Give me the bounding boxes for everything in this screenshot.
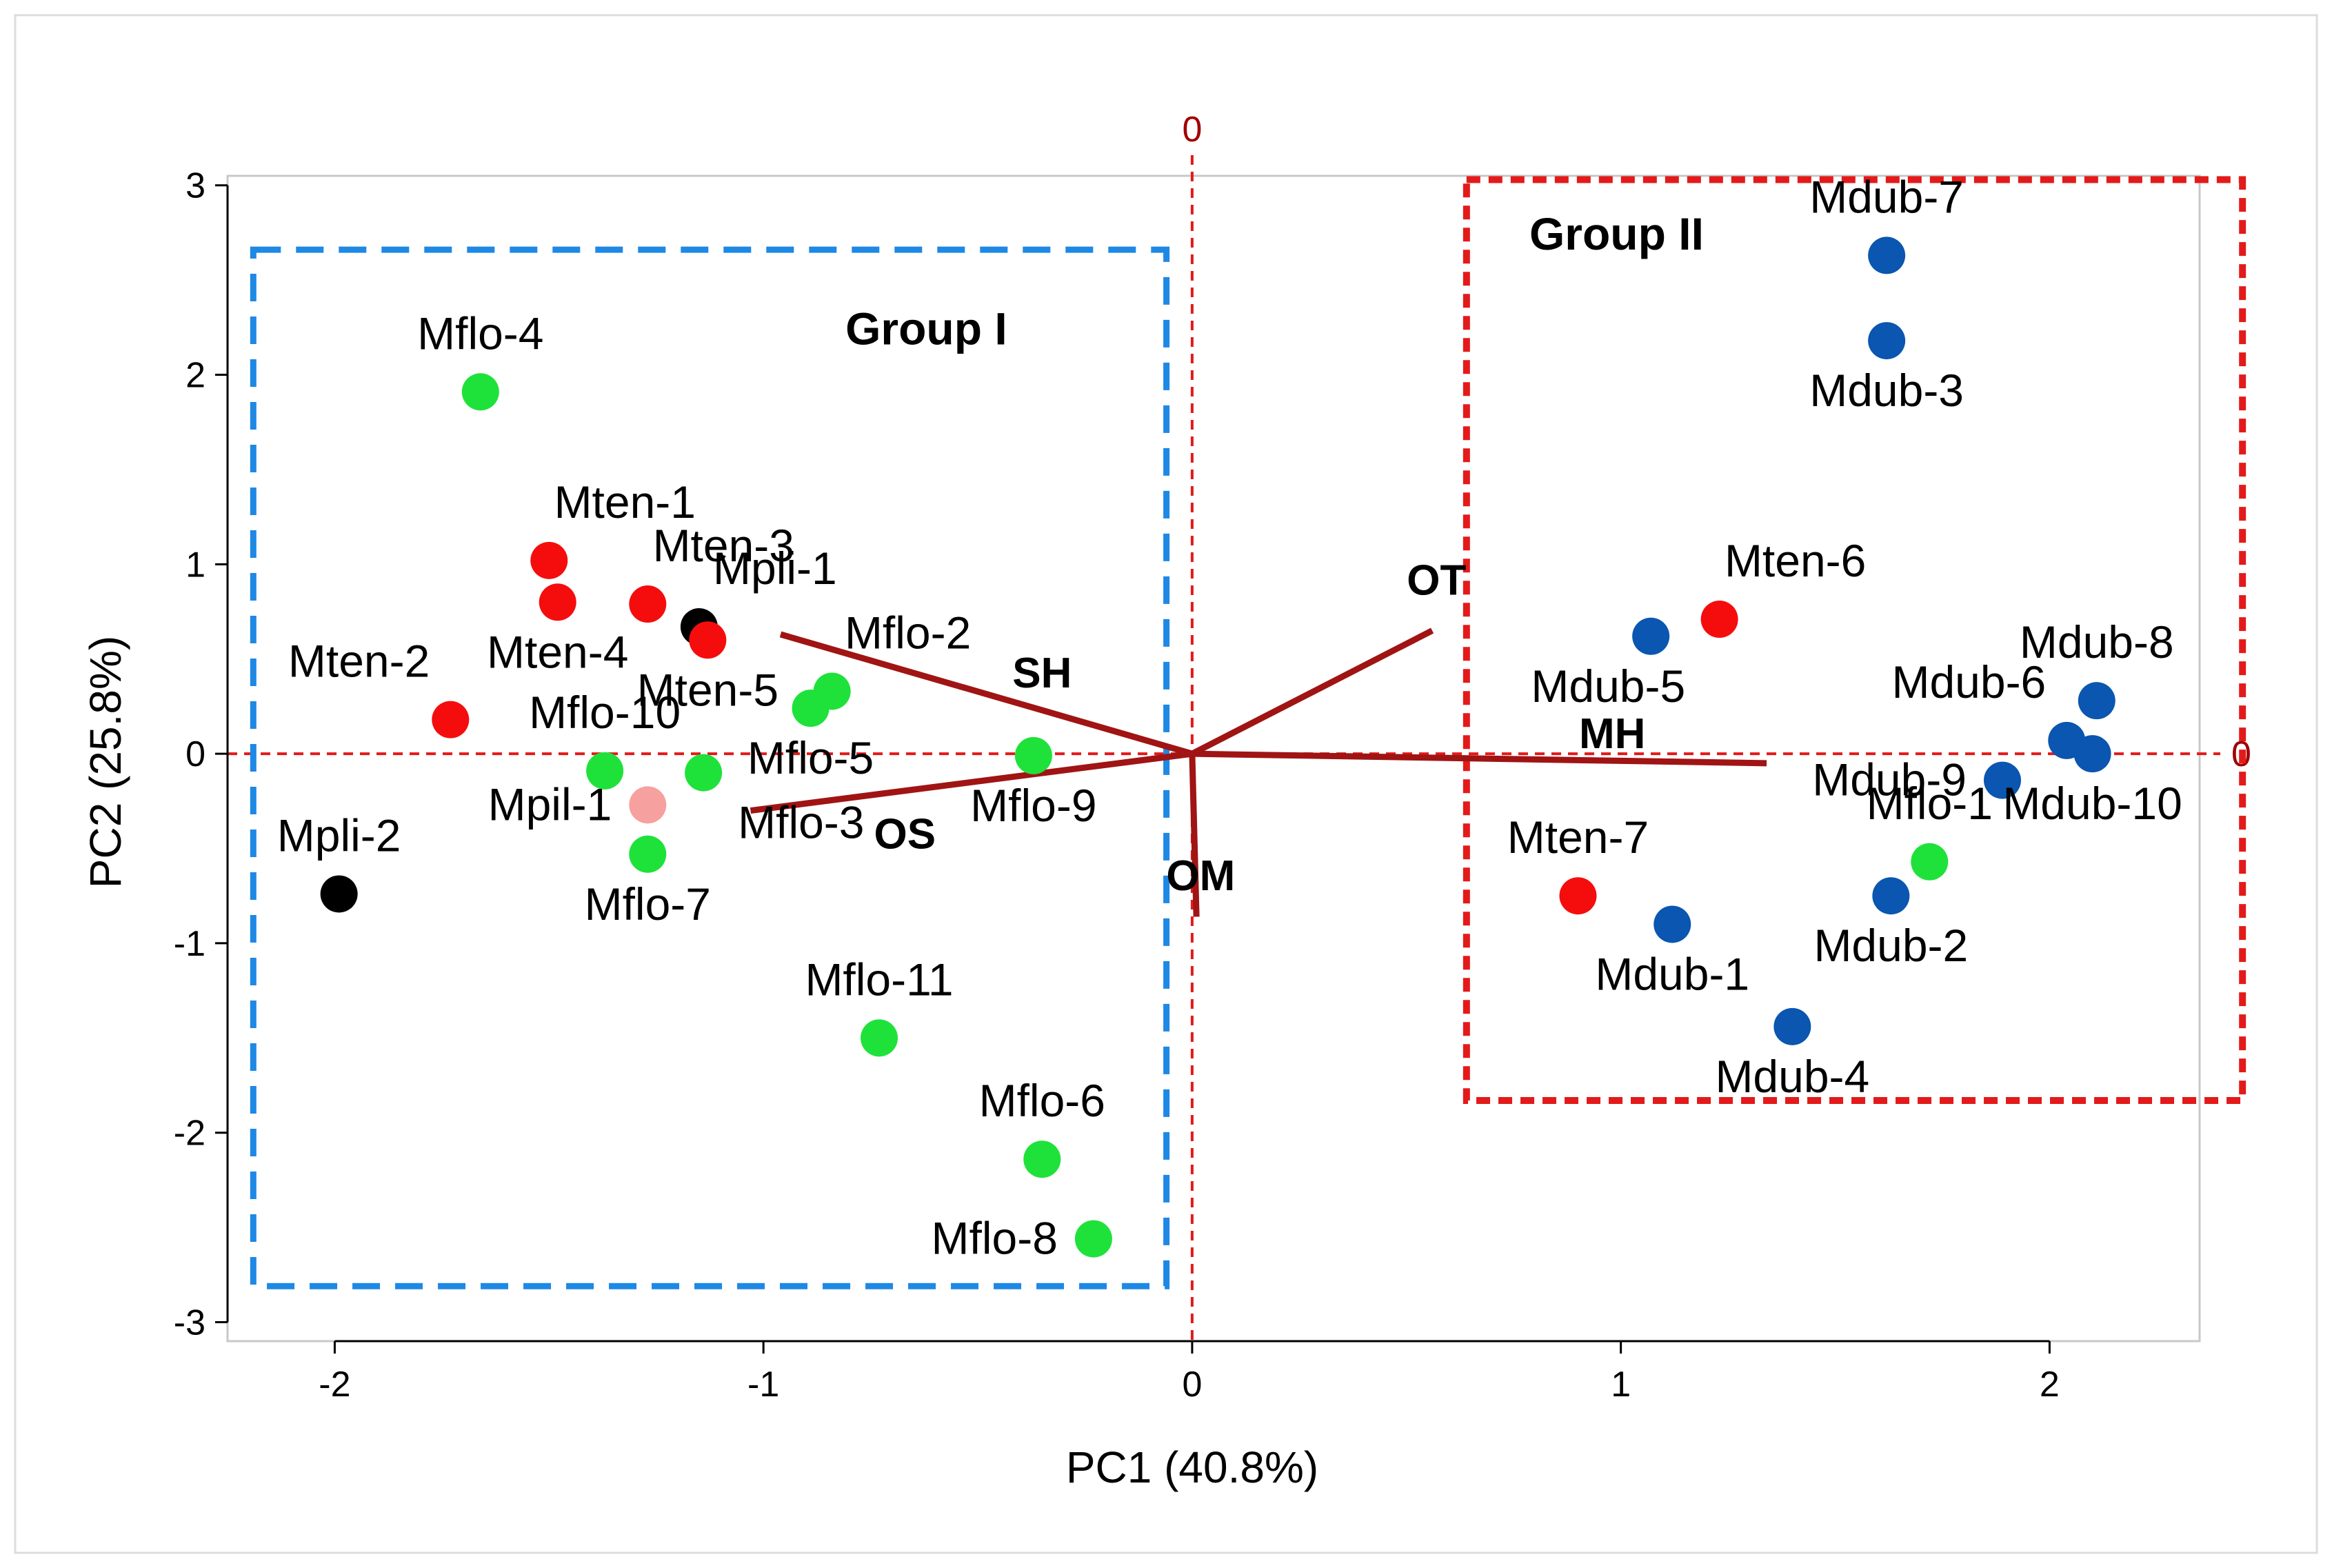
point-label-mten-6: Mten-6 xyxy=(1725,535,1866,586)
point-mten-3 xyxy=(629,585,667,623)
point-mten-2 xyxy=(432,701,470,738)
point-label-mflo-5: Mflo-5 xyxy=(747,732,874,783)
point-label-mflo-2: Mflo-2 xyxy=(845,607,971,658)
point-mflo-10 xyxy=(586,752,624,790)
point-mflo-9 xyxy=(1014,736,1052,774)
point-mten-5 xyxy=(689,621,727,659)
group-boxes: Group I Group II xyxy=(250,176,2246,1289)
point-mpli-2 xyxy=(320,875,358,913)
point-label-mten-4: Mten-4 xyxy=(487,626,628,677)
point-label-mdub-7: Mdub-7 xyxy=(1809,171,1964,222)
point-mten-6 xyxy=(1700,601,1738,639)
y-tick-label: 2 xyxy=(185,356,205,396)
point-mten-1 xyxy=(530,541,568,579)
vector-om xyxy=(1189,754,1200,917)
point-label-mflo-7: Mflo-7 xyxy=(585,878,711,929)
point-label-mten-2: Mten-2 xyxy=(288,636,430,687)
point-label-mdub-8: Mdub-8 xyxy=(2020,616,2174,667)
y-tick-label: -2 xyxy=(174,1114,205,1154)
group-label-1: Group I xyxy=(845,303,1007,354)
point-label-mdub-3: Mdub-3 xyxy=(1809,365,1964,416)
x-tick-label: -2 xyxy=(319,1365,350,1405)
point-mdub-9 xyxy=(1984,761,2021,799)
point-label-mflo-3: Mflo-3 xyxy=(738,797,864,848)
vector-os xyxy=(750,750,1193,814)
point-mten-4 xyxy=(539,583,576,621)
point-label-mten-3: Mten-3 xyxy=(653,520,794,571)
point-mdub-8 xyxy=(2078,682,2115,720)
x-axis-title: PC1 (40.8%) xyxy=(1066,1443,1318,1492)
point-mdub-1 xyxy=(1653,905,1691,943)
vector-label-sh: SH xyxy=(1012,650,1072,697)
x-tick-label: 2 xyxy=(2040,1365,2060,1405)
x-tick-label: 0 xyxy=(1182,1365,1202,1405)
y-tick-label: 3 xyxy=(185,166,205,206)
figure-frame xyxy=(14,14,2318,1554)
point-label-mdub-10: Mdub-10 xyxy=(2002,778,2182,829)
y-axis-title: PC2 (25.8%) xyxy=(81,636,130,888)
point-mdub-10 xyxy=(2073,735,2111,773)
loading-vectors: SH OS OT MH OM xyxy=(750,556,1767,917)
point-label-mflo-4: Mflo-4 xyxy=(417,308,543,359)
point-mflo-3 xyxy=(685,754,723,792)
point-mdub-2 xyxy=(1872,877,1910,915)
vector-label-os: OS xyxy=(874,811,936,858)
point-label-mdub-6: Mdub-6 xyxy=(1891,656,2046,707)
vector-label-ot: OT xyxy=(1407,556,1466,604)
point-label-mten-7: Mten-7 xyxy=(1507,812,1649,863)
vector-label-mh: MH xyxy=(1579,710,1645,758)
point-label-mflo-11: Mflo-11 xyxy=(805,954,953,1005)
vector-sh xyxy=(779,631,1194,757)
x-tick-label: -1 xyxy=(747,1365,779,1405)
point-mflo-6 xyxy=(1023,1140,1061,1178)
point-label-mpil-1: Mpil-1 xyxy=(488,778,612,830)
point-label-mdub-9: Mdub-9 xyxy=(1812,754,1967,805)
point-label-mdub-4: Mdub-4 xyxy=(1715,1051,1869,1102)
vector-ot xyxy=(1190,627,1434,757)
point-mflo-7 xyxy=(629,835,667,873)
y-tick-label: -3 xyxy=(174,1303,205,1343)
point-mflo-4 xyxy=(461,373,499,411)
point-label-mflo-9: Mflo-9 xyxy=(970,780,1096,831)
point-label-mten-5: Mten-5 xyxy=(637,664,778,715)
data-points xyxy=(320,237,2115,1258)
point-label-mdub-2: Mdub-2 xyxy=(1813,920,1968,971)
point-mdub-4 xyxy=(1773,1007,1811,1045)
point-label-mflo-8: Mflo-8 xyxy=(932,1213,1058,1264)
point-mflo-8 xyxy=(1074,1220,1112,1258)
group-box-1 xyxy=(250,246,1170,1289)
point-mdub-3 xyxy=(1868,322,1906,360)
point-label-mpli-2: Mpli-2 xyxy=(277,810,401,861)
point-label-mten-1: Mten-1 xyxy=(554,476,696,527)
group-label-2: Group II xyxy=(1529,208,1704,259)
point-label-mpli-1: Mpli-1 xyxy=(713,543,837,594)
y-tick-label: -1 xyxy=(174,924,205,964)
y-tick-label: 0 xyxy=(185,734,205,774)
vector-mh xyxy=(1192,750,1767,767)
y-tick-label: 1 xyxy=(185,545,205,585)
point-mten-7 xyxy=(1559,877,1597,915)
point-label-mflo-6: Mflo-6 xyxy=(979,1075,1105,1126)
point-mdub-7 xyxy=(1868,237,1906,274)
point-mflo-5 xyxy=(792,690,830,727)
point-label-mflo-10: Mflo-10 xyxy=(529,687,681,738)
vector-label-om: OM xyxy=(1166,852,1235,900)
axes: -2 -1 0 1 2 -3 -2 -1 0 1 2 3 xyxy=(174,166,2060,1405)
point-mflo-1 xyxy=(1911,843,1949,881)
point-mdub-5 xyxy=(1632,617,1670,655)
point-mpil-1 xyxy=(629,786,667,824)
point-label-mdub-5: Mdub-5 xyxy=(1531,661,1685,712)
x-tick-label: 1 xyxy=(1611,1365,1631,1405)
point-label-mflo-1: Mflo-1 xyxy=(1867,778,1993,829)
point-mflo-11 xyxy=(861,1019,898,1057)
point-label-mdub-1: Mdub-1 xyxy=(1595,948,1749,999)
group-box-2 xyxy=(1462,176,2246,1105)
vertical-zero-label: 0 xyxy=(1182,110,1202,150)
